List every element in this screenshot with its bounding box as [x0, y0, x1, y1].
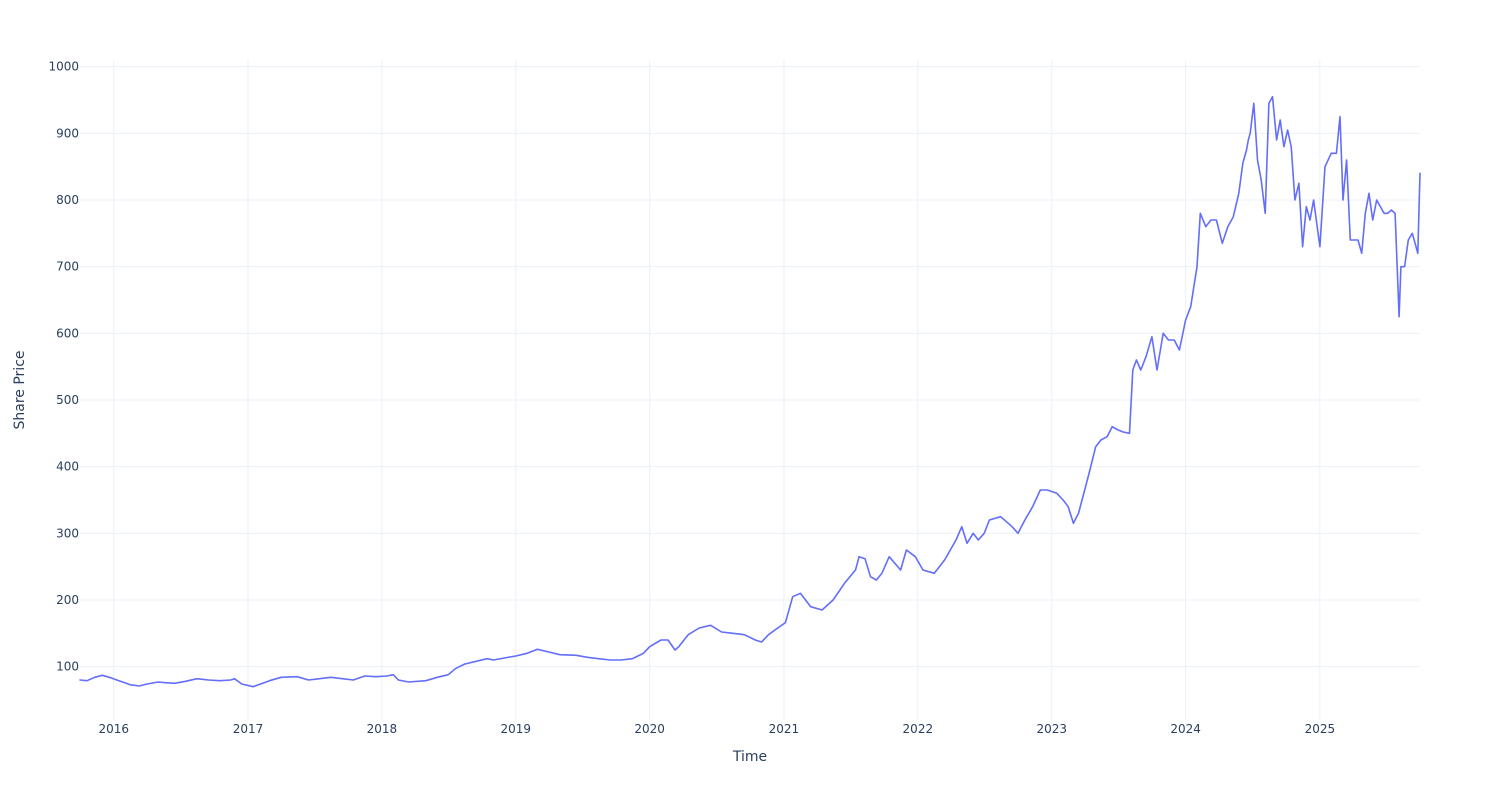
y-tick-label: 500: [56, 393, 79, 407]
x-tick-label: 2017: [233, 722, 264, 736]
x-tick-label: 2023: [1036, 722, 1067, 736]
y-gridlines: [80, 66, 1420, 668]
series-line-share-price: [79, 95, 1421, 688]
y-tick-label: 400: [56, 460, 79, 474]
plot-background: [80, 60, 1420, 720]
y-tick-label: 600: [56, 326, 79, 340]
y-tick-label: 700: [56, 260, 79, 274]
y-tick-label: 100: [56, 660, 79, 674]
x-tick-label: 2020: [634, 722, 665, 736]
x-tick-label: 2021: [769, 722, 800, 736]
y-tick-label: 800: [56, 193, 79, 207]
y-axis-title: Share Price: [12, 350, 28, 429]
y-axis-tick-labels: 100 200 300 400 500 600 700 800 900 1000: [48, 60, 79, 674]
x-gridlines: [113, 60, 1321, 720]
y-tick-label: 1000: [48, 60, 79, 74]
x-tick-label: 2019: [501, 722, 532, 736]
x-tick-label: 2024: [1170, 722, 1201, 736]
y-tick-label: 200: [56, 593, 79, 607]
y-tick-label: 300: [56, 526, 79, 540]
x-axis-title: Time: [732, 749, 767, 765]
x-tick-label: 2025: [1305, 722, 1336, 736]
x-tick-label: 2016: [98, 722, 129, 736]
y-tick-label: 900: [56, 126, 79, 140]
x-tick-label: 2022: [903, 722, 934, 736]
x-axis-tick-labels: 2016 2017 2018 2019 2020 2021 2022 2023 2024 2025: [98, 722, 1335, 736]
x-tick-label: 2018: [367, 722, 398, 736]
